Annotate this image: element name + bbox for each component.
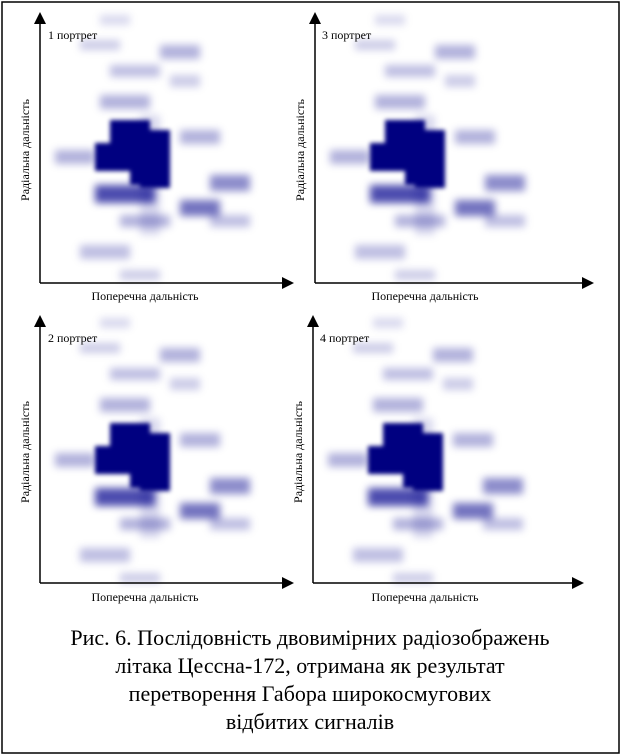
panel [330, 15, 525, 280]
panel [55, 15, 250, 280]
y-axis-label: Радіальна дальність [18, 401, 32, 503]
figure: 1 портрет Поперечна дальність Радіальна … [0, 0, 621, 755]
y-axis-label: Радіальна дальність [293, 99, 307, 201]
panel [328, 318, 523, 583]
y-axis-label: Радіальна дальність [18, 99, 32, 201]
x-axis-label: Поперечна дальність [371, 289, 479, 303]
caption-line: відбитих сигналів [226, 709, 394, 734]
panel-label: 2 портрет [48, 331, 98, 345]
x-axis-label: Поперечна дальність [91, 590, 199, 604]
panel-label: 1 портрет [48, 28, 98, 42]
caption-line: літака Цессна-172, отримана як результат [115, 653, 505, 678]
panel-label: 3 портрет [322, 28, 372, 42]
x-axis-label: Поперечна дальність [371, 590, 479, 604]
x-axis-label: Поперечна дальність [91, 289, 199, 303]
panel-label: 4 портрет [320, 331, 370, 345]
panel [55, 318, 250, 583]
caption-line: Рис. 6. Послідовність двовимірних радіоз… [70, 625, 549, 650]
y-axis-label: Радіальна дальність [291, 401, 305, 503]
caption-line: перетворення Габора широкосмугових [129, 681, 492, 706]
